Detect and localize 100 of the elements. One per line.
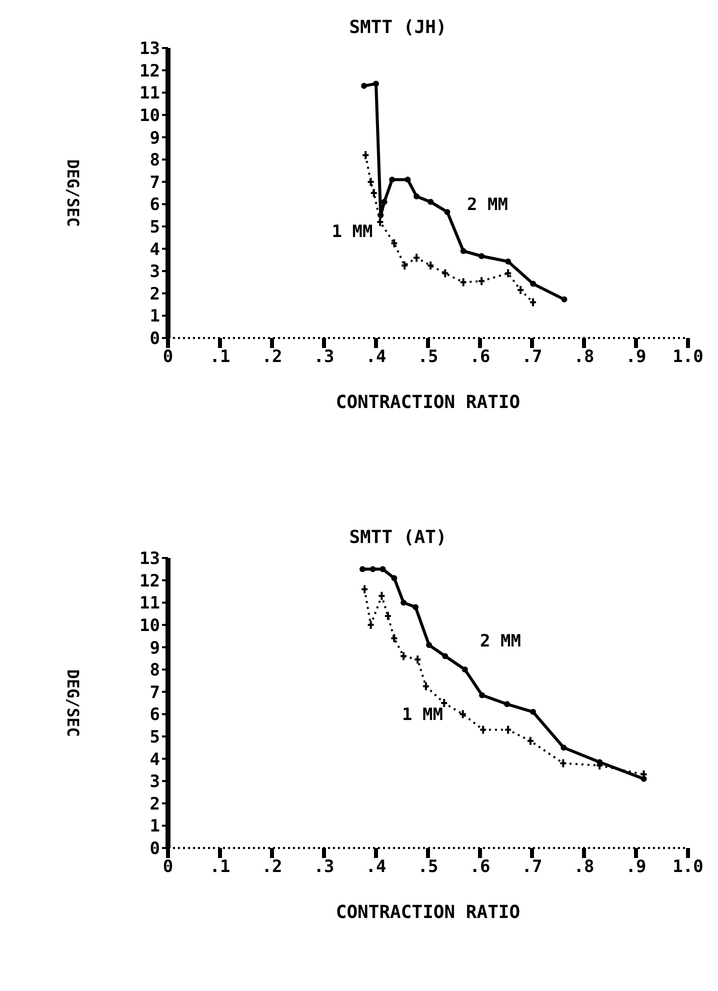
x-tick-label: .5 <box>418 347 438 368</box>
point <box>526 736 534 746</box>
x-axis-title: CONTRACTION RATIO <box>336 392 520 413</box>
y-tick-label: 8 <box>150 150 160 171</box>
point <box>414 654 422 664</box>
point <box>441 268 450 278</box>
point <box>366 620 375 630</box>
y-tick-label: 7 <box>150 682 160 703</box>
point <box>404 176 411 183</box>
x-tick-label: .2 <box>262 347 282 368</box>
point <box>440 698 448 708</box>
x-tick-label: .8 <box>574 347 594 368</box>
y-axis-title: DEG/SEC <box>63 159 82 227</box>
y-tick-label: 4 <box>150 240 160 260</box>
x-tick-label: .1 <box>210 857 230 878</box>
point <box>561 296 568 302</box>
y-tick-label: 9 <box>150 638 160 658</box>
point <box>504 724 512 735</box>
point <box>400 260 409 270</box>
point <box>373 80 379 87</box>
chart-title: SMTT (AT) <box>349 527 447 548</box>
point <box>378 590 386 601</box>
point <box>504 701 510 708</box>
y-tick-label: 9 <box>150 128 160 148</box>
x-tick-label: .4 <box>366 347 386 368</box>
x-tick-label: 1.0 <box>672 857 704 878</box>
y-tick-label: 5 <box>150 217 160 238</box>
x-tick-label: .2 <box>262 857 282 878</box>
y-tick-label: 13 <box>140 549 160 570</box>
point <box>381 198 388 205</box>
y-tick-label: 1 <box>150 306 160 327</box>
point <box>390 633 398 644</box>
point <box>560 744 567 751</box>
point <box>366 176 375 187</box>
x-tick-label: .6 <box>470 857 490 878</box>
y-tick-label: 11 <box>140 594 160 614</box>
point <box>479 692 486 698</box>
y-tick-label: 5 <box>150 727 160 748</box>
series-label: 1 MM <box>332 222 373 242</box>
point <box>442 653 448 660</box>
point <box>370 188 378 198</box>
y-axis-title: DEG/SEC <box>63 669 82 737</box>
point <box>422 681 430 692</box>
point <box>390 238 398 248</box>
y-tick-label: 3 <box>150 262 160 282</box>
point <box>478 276 486 286</box>
point <box>380 566 386 572</box>
point <box>389 176 396 183</box>
point <box>478 253 485 260</box>
point <box>479 724 488 735</box>
x-tick-label: 0 <box>162 347 174 368</box>
x-tick-label: .1 <box>210 347 230 368</box>
x-tick-label: .8 <box>574 857 594 878</box>
y-tick-label: 4 <box>150 750 160 770</box>
y-tick-label: 7 <box>150 172 160 193</box>
y-tick-label: 11 <box>140 84 160 104</box>
point <box>400 651 408 662</box>
x-tick-label: .7 <box>522 857 542 878</box>
x-tick-label: .5 <box>418 857 438 878</box>
point <box>376 217 384 227</box>
x-tick-label: .3 <box>314 347 334 368</box>
point <box>426 642 432 648</box>
y-tick-label: 2 <box>150 794 160 814</box>
point <box>516 285 525 296</box>
point <box>391 575 398 582</box>
point <box>362 150 370 160</box>
series-label: 2 MM <box>480 632 521 652</box>
y-tick-label: 10 <box>140 616 160 636</box>
point <box>378 212 384 218</box>
y-tick-label: 2 <box>150 284 160 304</box>
point <box>370 566 376 572</box>
point <box>414 193 420 200</box>
x-tick-label: .9 <box>626 857 646 878</box>
point <box>412 252 421 263</box>
y-tick-label: 0 <box>150 329 160 350</box>
y-tick-label: 1 <box>150 816 160 837</box>
x-tick-label: .4 <box>366 857 386 878</box>
point <box>428 198 434 205</box>
point <box>459 277 468 288</box>
point <box>505 258 512 264</box>
x-tick-label: .7 <box>522 347 542 368</box>
point <box>360 584 369 594</box>
point <box>444 208 450 215</box>
point <box>400 600 407 606</box>
point <box>529 297 538 308</box>
y-tick-label: 12 <box>140 571 160 592</box>
point <box>559 758 568 768</box>
point <box>458 709 467 720</box>
x-tick-label: .9 <box>626 347 646 368</box>
series-label: 1 MM <box>402 705 443 726</box>
y-tick-label: 10 <box>140 106 160 126</box>
y-tick-label: 6 <box>150 195 160 216</box>
y-tick-label: 12 <box>140 61 160 82</box>
y-tick-label: 0 <box>150 839 160 860</box>
point <box>530 708 536 715</box>
y-tick-label: 13 <box>140 39 160 60</box>
x-tick-label: .6 <box>470 347 490 368</box>
point <box>361 82 368 89</box>
point <box>530 280 536 287</box>
point <box>504 268 512 278</box>
